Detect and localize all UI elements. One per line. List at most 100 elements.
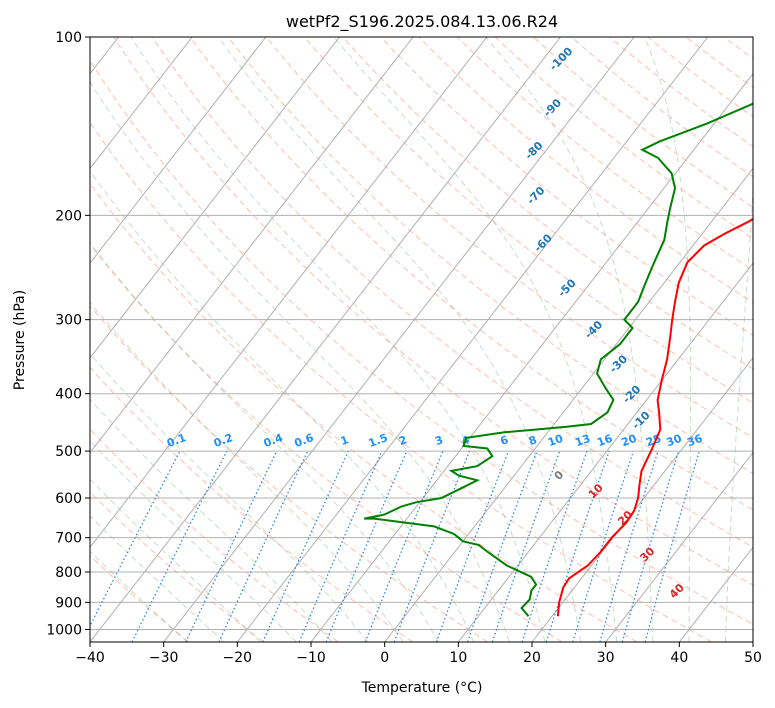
mixing-ratio-line	[466, 450, 538, 642]
x-tick-label: −20	[223, 650, 253, 666]
x-tick-label: −30	[149, 650, 179, 666]
isotherm-line	[90, 37, 488, 549]
x-tick-label: 0	[380, 650, 389, 666]
moist-adiabat	[90, 398, 333, 642]
mixing-ratio-label: 20	[620, 432, 639, 450]
isotherm-line	[531, 357, 753, 642]
dry-adiabat	[418, 37, 753, 304]
moist-adiabat	[644, 37, 692, 642]
x-tick-label: 50	[744, 650, 762, 666]
moist-adiabat	[725, 180, 753, 642]
x-tick-label: 20	[523, 650, 541, 666]
y-tick-label: 500	[55, 444, 82, 460]
mixing-ratio-label: 36	[685, 432, 704, 450]
dry-adiabat	[762, 37, 775, 642]
mixing-ratio-label: 30	[665, 432, 684, 450]
dry-adiabat	[90, 182, 638, 642]
x-tick-label: 40	[670, 650, 688, 666]
mixing-ratio-label: 13	[573, 432, 592, 449]
dry-adiabat	[456, 37, 753, 271]
isotherm-line	[90, 37, 414, 454]
x-axis: −40 −30 −20 −10 0 10 20 30 40 50	[75, 642, 762, 666]
moist-adiabat	[217, 37, 582, 642]
dry-adiabat	[189, 37, 753, 511]
plot-background	[90, 37, 753, 642]
dry-adiabat	[304, 37, 753, 404]
dry-adiabat	[90, 366, 414, 642]
dry-adiabat	[494, 37, 753, 240]
mixing-ratio-label: 0.4	[262, 431, 285, 450]
x-tick-label: 30	[597, 650, 615, 666]
moist-adiabat	[333, 37, 618, 642]
mixing-ratio-line	[218, 450, 309, 642]
mixing-ratio-label: 1.5	[367, 431, 390, 450]
moist-adiabat	[90, 353, 369, 642]
isotherm-line	[90, 37, 193, 170]
isotherm-line	[90, 37, 561, 642]
mixing-ratio-label: 3	[433, 433, 445, 448]
mixing-ratio-line	[545, 450, 610, 642]
x-axis-label: Temperature (°C)	[361, 680, 483, 696]
dry-adiabat	[90, 244, 563, 642]
isotherm-line	[310, 72, 753, 642]
isotherm-line	[236, 37, 709, 642]
mixing-ratio-label: 0.6	[293, 431, 316, 450]
isotherm-line	[90, 37, 340, 359]
y-tick-label: 400	[55, 387, 82, 403]
moist-adiabat	[90, 301, 404, 642]
mixing-ratio-line	[491, 450, 561, 642]
moist-adiabat	[90, 170, 475, 642]
isotherm-line	[605, 451, 753, 642]
moist-adiabat	[90, 81, 510, 642]
x-tick-label: −40	[75, 650, 105, 666]
dry-adiabat	[113, 37, 753, 586]
mixing-ratio-line	[521, 450, 588, 642]
mixing-ratio-line	[644, 450, 700, 642]
mixing-ratio-line	[621, 450, 680, 642]
mixing-ratio-label: 10	[546, 432, 565, 450]
y-tick-label: 900	[55, 595, 82, 611]
mixing-ratio-label: 6	[499, 433, 511, 448]
mixing-ratio-line	[599, 450, 659, 642]
dry-adiabat	[151, 37, 753, 548]
moist-adiabat	[485, 37, 654, 642]
y-tick-label: 800	[55, 565, 82, 581]
y-tick-label: 700	[55, 531, 82, 547]
temperature-profile	[556, 217, 753, 617]
moist-adiabat	[130, 37, 546, 642]
y-axis: 100 200 300 400 500 600 700 800 900 1000	[46, 30, 90, 638]
mixing-ratio-line	[185, 450, 278, 642]
mixing-ratio-label: 1	[339, 433, 351, 448]
dry-adiabat	[342, 37, 753, 370]
y-tick-label: 600	[55, 491, 82, 507]
mixing-ratio-line	[572, 450, 634, 642]
mixing-ratio-label: 8	[527, 433, 539, 448]
y-axis-label: Pressure (hPa)	[12, 290, 28, 390]
mixing-ratio-label: 16	[595, 432, 614, 450]
mixing-ratio-label: 0.1	[165, 431, 188, 450]
isotherm-line	[163, 37, 635, 642]
isotherm-line	[457, 262, 753, 642]
mixing-ratio-line	[298, 450, 383, 642]
isotherm-line	[752, 641, 753, 642]
dewpoint-profile	[364, 102, 753, 617]
dry-adiabat	[90, 428, 339, 642]
mixing-ratio-line	[262, 450, 349, 642]
x-tick-label: 10	[449, 650, 467, 666]
mixing-ratio-label: 2	[397, 433, 409, 448]
y-tick-label: 200	[55, 208, 82, 224]
mixing-ratio-label: 0.2	[212, 431, 235, 450]
moist-adiabat	[90, 439, 297, 642]
x-tick-label: −10	[296, 650, 326, 666]
y-tick-label: 1000	[46, 622, 82, 638]
plot-frame	[89, 36, 754, 643]
chart-title: wetPf2_S196.2025.084.13.06.R24	[286, 12, 558, 32]
plot-area: -100-90-80-70-60-50-40-30-20-10010203040…	[90, 37, 775, 642]
isotherm-line	[90, 37, 267, 264]
mixing-ratio-line	[325, 450, 408, 642]
y-tick-label: 300	[55, 313, 82, 329]
moist-adiabat	[90, 241, 439, 642]
dry-adiabat	[265, 37, 753, 439]
y-tick-label: 100	[55, 30, 82, 46]
